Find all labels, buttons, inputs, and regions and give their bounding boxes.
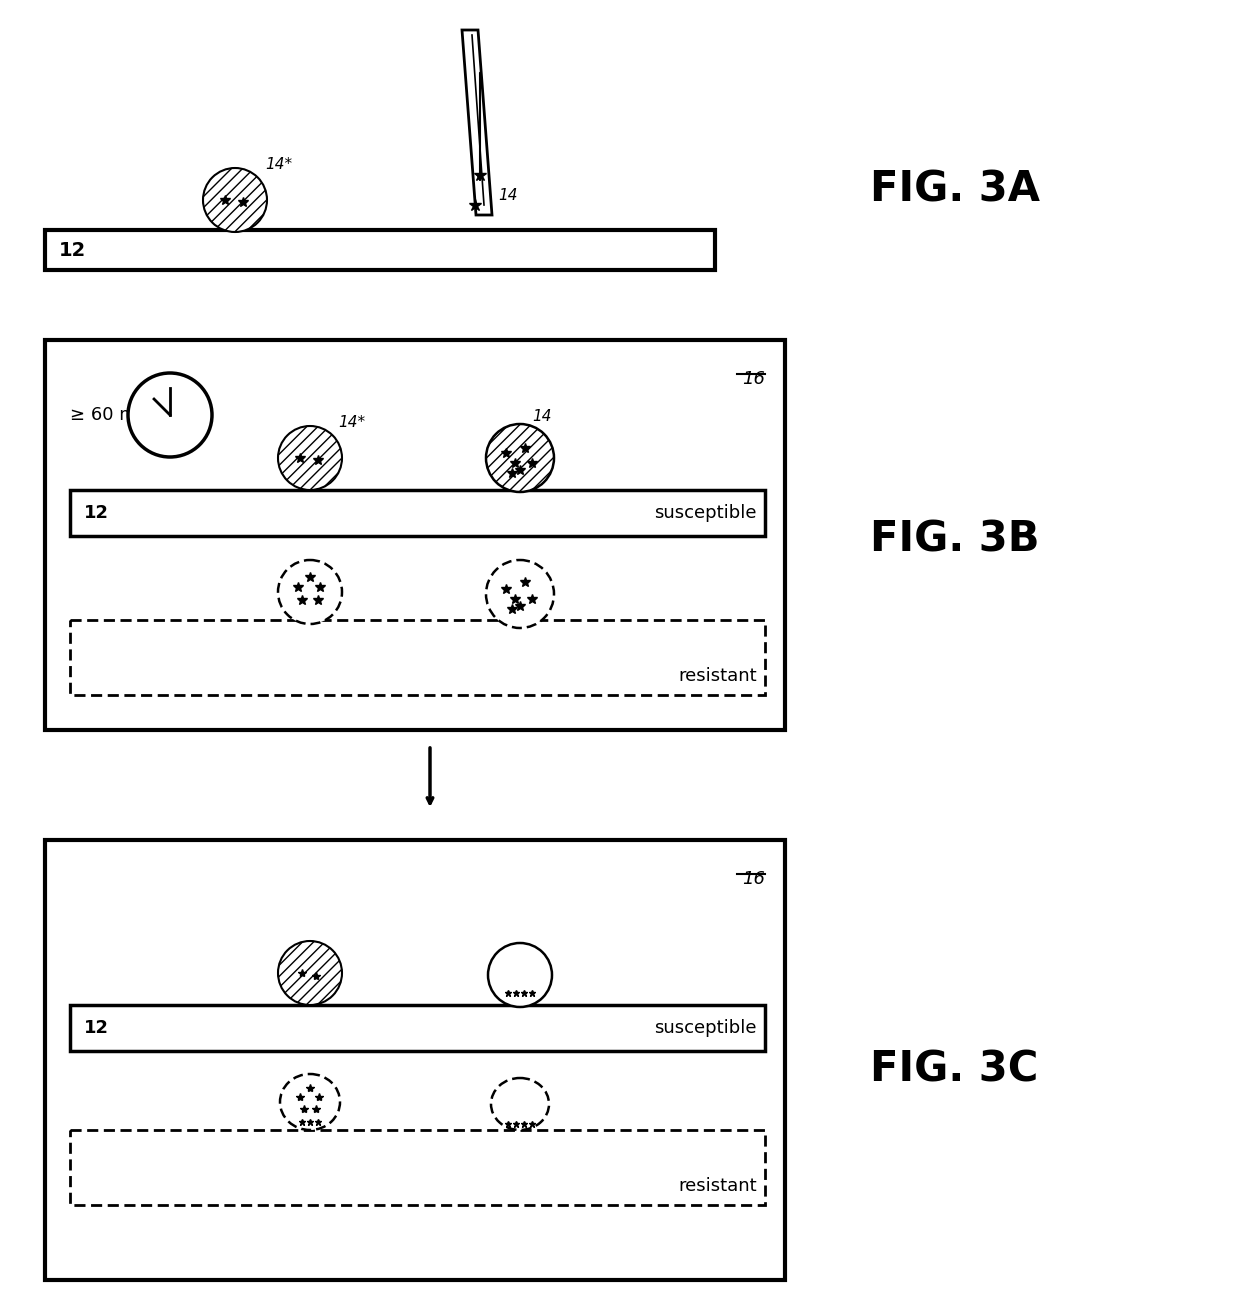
Circle shape: [128, 373, 212, 457]
Text: FIG. 3A: FIG. 3A: [870, 170, 1040, 212]
Text: 14: 14: [498, 188, 517, 202]
Text: FIG. 3B: FIG. 3B: [870, 519, 1039, 561]
Circle shape: [203, 168, 267, 233]
Text: 14: 14: [532, 409, 552, 424]
Text: 16: 16: [742, 870, 765, 888]
Bar: [45, 230, 715, 269]
Bar: [45, 840, 785, 1280]
Text: 16: 16: [742, 371, 765, 388]
Text: resistant: resistant: [678, 668, 756, 685]
Circle shape: [486, 560, 554, 628]
Text: resistant: resistant: [678, 1177, 756, 1194]
Circle shape: [486, 424, 554, 491]
Polygon shape: [463, 30, 492, 215]
Circle shape: [278, 941, 342, 1005]
Circle shape: [489, 943, 552, 1007]
Text: FIG. 3C: FIG. 3C: [870, 1049, 1038, 1091]
Text: 12: 12: [84, 1018, 109, 1037]
Text: 14*: 14*: [339, 415, 365, 430]
Text: ≥ 60 min: ≥ 60 min: [69, 406, 154, 424]
Circle shape: [278, 560, 342, 624]
Bar: [69, 490, 765, 536]
Text: susceptible: susceptible: [655, 1018, 756, 1037]
Circle shape: [278, 426, 342, 490]
Ellipse shape: [491, 1077, 549, 1130]
Ellipse shape: [280, 1074, 340, 1130]
Bar: [69, 1130, 765, 1205]
Bar: [69, 620, 765, 695]
Text: susceptible: susceptible: [655, 505, 756, 522]
Bar: [69, 1005, 765, 1051]
Text: 12: 12: [84, 505, 109, 522]
Text: 12: 12: [60, 240, 87, 259]
Text: 14*: 14*: [265, 156, 293, 172]
Bar: [45, 340, 785, 731]
